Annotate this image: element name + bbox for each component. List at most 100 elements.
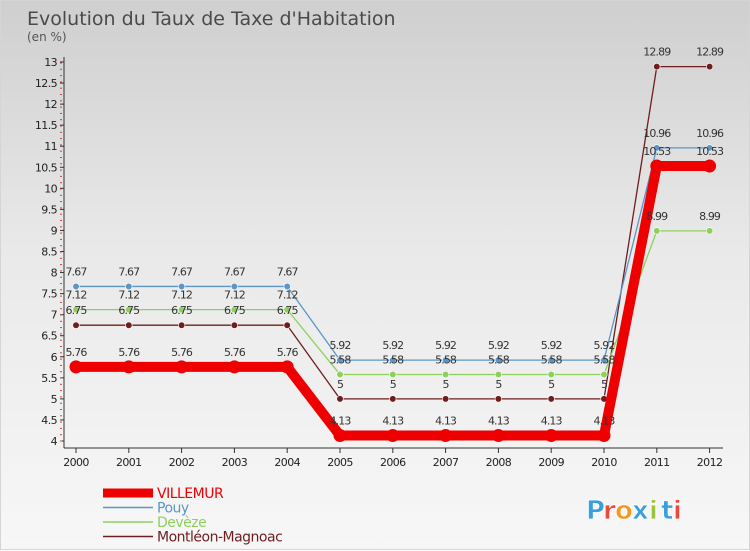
data-point xyxy=(72,282,80,291)
data-label: 5.58 xyxy=(594,353,616,366)
y-tick-label: 7 xyxy=(51,309,58,322)
data-label: 4.13 xyxy=(330,415,352,428)
logo-letter: o xyxy=(615,496,634,526)
data-point xyxy=(705,227,714,235)
logo-letter: r xyxy=(603,496,617,526)
data-label: 5.76 xyxy=(118,346,140,359)
logo-letter: x xyxy=(632,496,650,526)
data-label: 5 xyxy=(337,378,344,391)
data-point xyxy=(72,306,80,314)
data-point xyxy=(442,395,450,403)
data-label: 5 xyxy=(548,378,555,391)
data-point xyxy=(494,370,503,379)
data-point xyxy=(494,395,503,403)
x-tick-label: 2002 xyxy=(169,456,195,469)
data-label: 7.67 xyxy=(224,265,246,278)
data-point xyxy=(705,63,714,71)
data-point xyxy=(653,144,661,152)
data-point xyxy=(283,282,291,291)
data-label: 6.75 xyxy=(224,304,246,317)
y-tick-label: 6.5 xyxy=(41,330,57,343)
data-point xyxy=(653,227,661,235)
y-tick-label: 13 xyxy=(44,56,57,69)
y-tick-label: 7.5 xyxy=(41,288,57,301)
x-tick-label: 2007 xyxy=(433,456,459,469)
x-tick-label: 2000 xyxy=(63,456,89,469)
y-tick-label: 12.5 xyxy=(35,77,58,90)
data-label: 5.92 xyxy=(330,339,351,352)
data-point xyxy=(125,306,133,314)
data-label: 5.76 xyxy=(277,346,299,359)
data-point xyxy=(178,321,186,329)
data-point xyxy=(389,370,397,379)
data-point xyxy=(494,356,503,364)
legend-label: VILLEMUR xyxy=(157,486,224,502)
data-label: 10.53 xyxy=(696,145,724,158)
y-tick-label: 5.5 xyxy=(41,372,57,385)
data-label: 7.12 xyxy=(277,289,298,302)
data-point xyxy=(600,356,608,364)
data-point xyxy=(175,360,189,374)
data-label: 10.53 xyxy=(643,145,671,158)
data-label: 5 xyxy=(390,378,397,391)
data-point xyxy=(491,429,505,443)
data-point xyxy=(547,395,555,403)
data-label: 5.76 xyxy=(224,346,246,359)
data-point xyxy=(547,370,555,379)
data-label: 5 xyxy=(601,378,608,391)
data-point xyxy=(230,306,238,314)
data-label: 7.67 xyxy=(171,265,193,278)
y-tick-label: 12 xyxy=(44,98,57,111)
data-point xyxy=(653,63,661,71)
x-tick-label: 2010 xyxy=(591,456,617,469)
data-label: 5.76 xyxy=(66,346,88,359)
data-label: 5 xyxy=(443,378,450,391)
data-point xyxy=(547,356,555,364)
x-tick-label: 2008 xyxy=(486,456,512,469)
data-label: 5.92 xyxy=(488,339,509,352)
data-point xyxy=(544,429,558,443)
x-tick-label: 2001 xyxy=(116,456,142,469)
y-tick-label: 9.5 xyxy=(41,203,57,216)
data-label: 7.12 xyxy=(224,289,245,302)
data-label: 5 xyxy=(495,378,502,391)
data-label: 7.12 xyxy=(66,289,87,302)
data-point xyxy=(122,360,136,374)
data-point xyxy=(280,360,294,374)
data-point xyxy=(69,360,83,374)
data-label: 5.58 xyxy=(435,353,457,366)
x-tick-label: 2003 xyxy=(222,456,248,469)
logo-letter: i xyxy=(649,496,659,526)
data-label: 5.58 xyxy=(488,353,510,366)
logo-letter: P xyxy=(586,496,606,526)
data-point xyxy=(439,429,453,443)
data-point xyxy=(389,395,397,403)
data-point xyxy=(600,370,608,379)
data-label: 7.67 xyxy=(277,265,299,278)
logo-letter: t xyxy=(661,496,674,526)
data-point xyxy=(333,429,347,443)
data-point xyxy=(650,159,664,173)
data-label: 8.99 xyxy=(646,210,668,223)
axes: 4 4.5 5 5.5 6 6.5 7 7.5 8 8.5 9 9.5 10 10.5 11 11.5 12 12… xyxy=(35,56,723,469)
data-point xyxy=(230,321,238,329)
y-tick-label: 4.5 xyxy=(41,414,57,427)
data-point xyxy=(178,282,186,291)
data-label: 10.96 xyxy=(696,127,724,140)
data-label: 5.92 xyxy=(541,339,562,352)
x-tick-label: 2009 xyxy=(538,456,564,469)
y-tick-label: 8 xyxy=(51,267,58,280)
data-label: 7.12 xyxy=(118,289,139,302)
data-label: 5.58 xyxy=(382,353,404,366)
data-label: 12.89 xyxy=(696,46,724,59)
data-point xyxy=(442,356,450,364)
data-label: 6.75 xyxy=(66,304,88,317)
x-tick-label: 2011 xyxy=(644,456,670,469)
data-point xyxy=(283,321,291,329)
data-labels: 6.75 6.75 6.75 6.75 6.75 5 5 5 5 5 5 12.89 12.89 7.12… xyxy=(66,46,725,428)
y-tick-label: 4 xyxy=(51,435,58,448)
y-tick-label: 11.5 xyxy=(35,119,58,132)
legend-label: Pouy xyxy=(157,501,189,517)
